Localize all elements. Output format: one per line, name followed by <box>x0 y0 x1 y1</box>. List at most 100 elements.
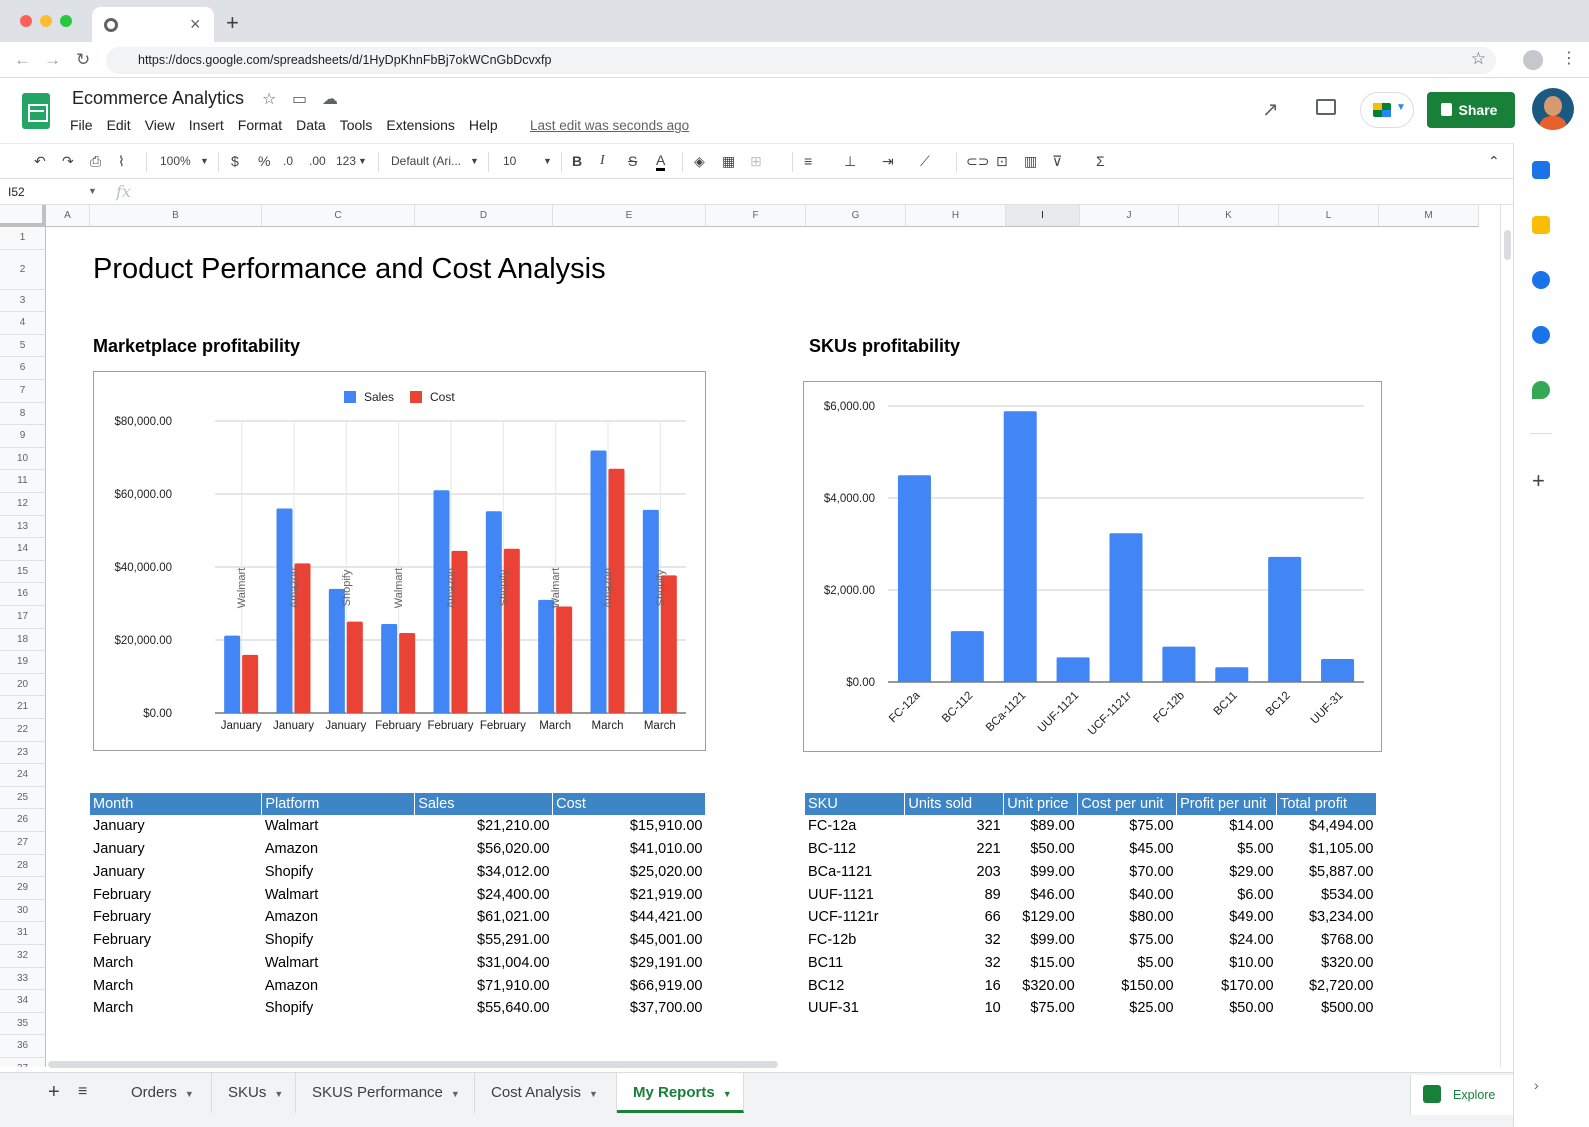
share-button[interactable]: Share <box>1427 92 1515 128</box>
redo-icon[interactable]: ↷ <box>62 153 74 169</box>
vertical-align-icon[interactable]: ⊥ <box>844 153 857 169</box>
bar-sku[interactable] <box>897 475 931 682</box>
decrease-decimal-button[interactable]: .0 <box>283 154 294 168</box>
bar-sku[interactable] <box>950 631 984 682</box>
bold-button[interactable]: B <box>572 153 583 169</box>
bookmark-star-icon[interactable]: ☆ <box>1470 49 1486 68</box>
calendar-icon[interactable] <box>1532 161 1550 179</box>
table2-cell[interactable]: $3,234.00 <box>1308 909 1374 926</box>
row-header-12[interactable]: 12 <box>0 493 46 516</box>
table1-cell[interactable]: Amazon <box>264 841 319 858</box>
bar-cost[interactable] <box>242 654 259 713</box>
tasks-icon[interactable] <box>1532 271 1550 289</box>
bar-sales[interactable] <box>381 623 398 713</box>
vertical-scroll-thumb[interactable] <box>1504 230 1511 260</box>
table1-cell[interactable]: $25,020.00 <box>629 863 703 880</box>
bar-sales[interactable] <box>433 490 450 713</box>
table2-cell[interactable]: $80.00 <box>1129 909 1174 926</box>
table1-cell[interactable]: $55,640.00 <box>477 1000 550 1017</box>
bar-sku[interactable] <box>1215 667 1249 682</box>
name-box[interactable]: I52 <box>8 185 25 199</box>
row-header-30[interactable]: 30 <box>0 899 46 923</box>
horizontal-scrollbar[interactable] <box>46 1060 1500 1068</box>
column-header-g[interactable]: G <box>806 205 906 227</box>
forward-icon[interactable]: → <box>44 50 61 69</box>
table2-cell[interactable]: $89.00 <box>1030 818 1075 835</box>
row-header-11[interactable]: 11 <box>0 470 46 493</box>
row-header-14[interactable]: 14 <box>0 538 46 561</box>
table2-cell[interactable]: $50.00 <box>1229 1000 1274 1017</box>
row-header-17[interactable]: 17 <box>0 606 46 629</box>
column-header-j[interactable]: J <box>1080 205 1179 227</box>
bar-cost[interactable] <box>451 550 468 713</box>
table2-cell[interactable]: $6.00 <box>1237 886 1274 903</box>
table1-cell[interactable]: $55,291.00 <box>477 932 550 949</box>
bar-sales[interactable] <box>276 508 293 713</box>
zoom-select[interactable]: 100% <box>160 154 191 168</box>
browser-profile-icon[interactable] <box>1523 50 1543 70</box>
bar-cost[interactable] <box>556 606 573 713</box>
table2-cell[interactable]: BC-112 <box>808 841 857 858</box>
minimize-window-button[interactable] <box>40 15 52 27</box>
table1-cell[interactable]: Shopify <box>264 863 314 880</box>
sku-chart[interactable]: $0.00 $2,000.00 $4,000.00 $6,000.00 FC-12a BC… <box>803 381 1382 752</box>
table1-cell[interactable]: $24,400.00 <box>477 886 550 903</box>
menu-view[interactable]: View <box>144 117 175 133</box>
browser-menu-icon[interactable]: ⋮ <box>1561 50 1577 67</box>
show-side-panel-icon[interactable]: › <box>1534 1077 1539 1093</box>
bar-cost[interactable] <box>346 621 363 713</box>
column-header-m[interactable]: M <box>1379 205 1479 227</box>
paint-format-icon[interactable]: ⌇ <box>118 153 125 169</box>
table2-cell[interactable]: UUF-1121 <box>808 886 874 903</box>
row-header-21[interactable]: 21 <box>0 696 46 719</box>
column-header-a[interactable]: A <box>46 205 90 227</box>
table1-cell[interactable]: February <box>93 886 152 903</box>
table2-cell[interactable]: 89 <box>984 886 1001 903</box>
keep-icon[interactable] <box>1532 216 1550 234</box>
insert-comment-icon[interactable]: ⊡ <box>996 153 1008 169</box>
table2-cell[interactable]: $25.00 <box>1129 1000 1174 1017</box>
menu-extensions[interactable]: Extensions <box>386 117 455 133</box>
row-header-31[interactable]: 31 <box>0 922 46 945</box>
row-header-18[interactable]: 18 <box>0 628 46 652</box>
row-header-7[interactable]: 7 <box>0 380 46 403</box>
menu-data[interactable]: Data <box>296 117 326 133</box>
table1-cell[interactable]: $31,004.00 <box>477 954 550 971</box>
bar-sales[interactable] <box>538 599 555 713</box>
table2-cell[interactable]: $99.00 <box>1030 932 1075 949</box>
row-header-2[interactable]: 2 <box>0 249 46 290</box>
table1-cell[interactable]: March <box>93 1000 134 1017</box>
italic-button[interactable]: I <box>600 153 605 168</box>
table2-cell[interactable]: 32 <box>984 954 1001 971</box>
bar-sales[interactable] <box>642 509 659 713</box>
table2-cell[interactable]: $75.00 <box>1030 1000 1075 1017</box>
column-header-l[interactable]: L <box>1279 205 1379 227</box>
table1-cell[interactable]: Amazon <box>264 909 319 926</box>
text-rotation-icon[interactable]: ⟋ <box>920 153 930 169</box>
bar-sales[interactable] <box>328 588 345 713</box>
row-header-5[interactable]: 5 <box>0 334 46 358</box>
table1-cell[interactable]: Shopify <box>264 1000 314 1017</box>
table2-cell[interactable]: 16 <box>984 977 1001 994</box>
table2-cell[interactable]: $24.00 <box>1229 932 1274 949</box>
row-header-29[interactable]: 29 <box>0 877 46 900</box>
get-addons-icon[interactable]: + <box>1532 468 1545 493</box>
maximize-window-button[interactable] <box>60 15 72 27</box>
column-header-i[interactable]: I <box>1006 205 1080 227</box>
table2-cell[interactable]: $50.00 <box>1030 841 1075 858</box>
table1-cell[interactable]: $66,919.00 <box>629 977 703 994</box>
borders-icon[interactable]: ▦ <box>722 153 736 169</box>
new-tab-button[interactable]: + <box>226 10 239 35</box>
table2-cell[interactable]: FC-12b <box>808 932 857 949</box>
table2-cell[interactable]: $40.00 <box>1129 886 1174 903</box>
maps-icon[interactable] <box>1532 381 1550 399</box>
last-edit-link[interactable]: Last edit was seconds ago <box>530 118 690 133</box>
more-formats-button[interactable]: 123 <box>336 154 357 168</box>
table1-cell[interactable]: $44,421.00 <box>629 909 703 926</box>
bar-sku[interactable] <box>1321 659 1355 682</box>
row-header-28[interactable]: 28 <box>0 854 46 878</box>
row-header-24[interactable]: 24 <box>0 764 46 787</box>
table1-cell[interactable]: $61,021.00 <box>477 909 550 926</box>
row-header-33[interactable]: 33 <box>0 967 46 991</box>
print-icon[interactable]: ⎙ <box>90 153 102 169</box>
